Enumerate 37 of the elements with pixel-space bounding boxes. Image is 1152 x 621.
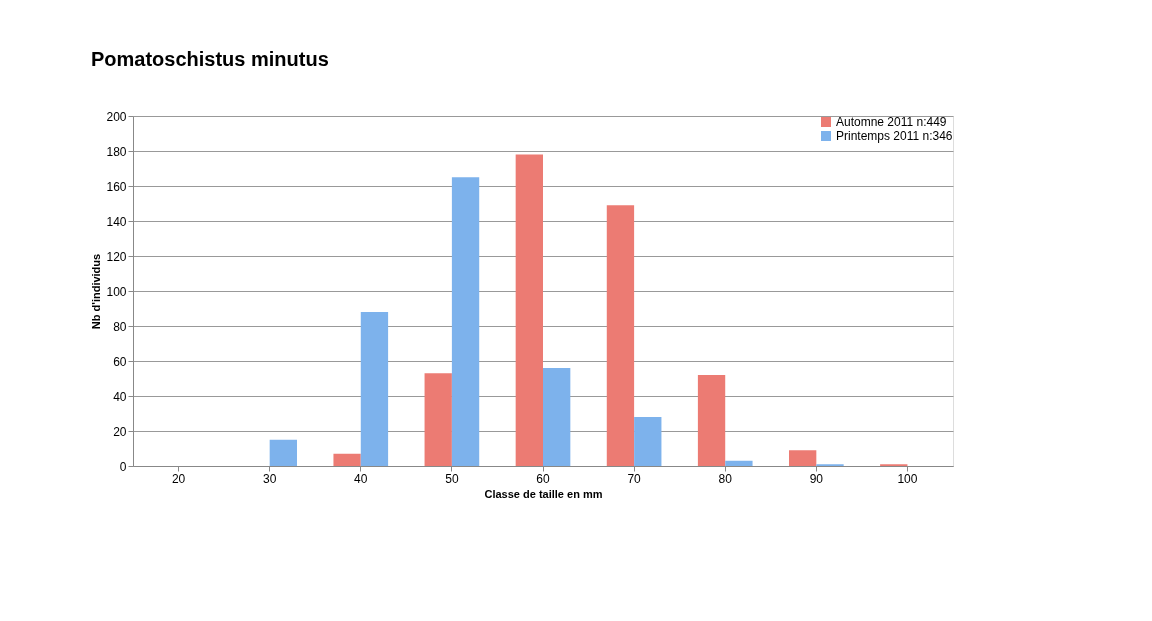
y-tick-label: 40 — [113, 389, 127, 404]
x-tick-label: 90 — [809, 471, 824, 486]
bar — [424, 373, 452, 466]
bar — [543, 368, 571, 466]
bar — [269, 439, 297, 466]
y-tick-label: 180 — [106, 144, 127, 159]
x-tick-label: 40 — [354, 471, 368, 486]
bar — [697, 375, 726, 466]
x-tick-label: 100 — [897, 471, 918, 486]
x-tick-label: 20 — [171, 471, 186, 486]
y-tick-label: 200 — [106, 109, 127, 124]
y-tick-label: 160 — [106, 179, 127, 194]
bar — [360, 312, 389, 466]
x-axis-title: Classe de taille en mm — [484, 487, 603, 500]
bar — [451, 177, 480, 466]
legend-label: Printemps 2011 n:346 — [836, 129, 953, 143]
bar — [725, 460, 753, 466]
y-tick-label: 140 — [106, 214, 127, 229]
x-tick-label: 70 — [627, 471, 642, 486]
y-tick-label: 60 — [113, 354, 127, 369]
chart-title: Pomatoschistus minutus — [90, 48, 329, 70]
bar — [789, 450, 817, 466]
y-tick-label: 0 — [119, 459, 127, 474]
bar — [606, 205, 635, 466]
x-tick-label: 50 — [445, 471, 459, 486]
bar — [333, 453, 361, 466]
legend-label: Automne 2011 n:449 — [836, 115, 947, 129]
x-tick-label: 30 — [262, 471, 277, 486]
y-tick-label: 120 — [106, 249, 127, 264]
bar — [515, 154, 543, 466]
y-axis-title: Nb d'individus — [90, 253, 103, 330]
bar — [634, 417, 662, 466]
y-tick-label: 100 — [106, 284, 127, 299]
x-tick-label: 80 — [718, 471, 733, 486]
y-tick-label: 80 — [113, 319, 127, 334]
y-tick-label: 20 — [113, 424, 127, 439]
x-tick-label: 60 — [536, 471, 550, 486]
